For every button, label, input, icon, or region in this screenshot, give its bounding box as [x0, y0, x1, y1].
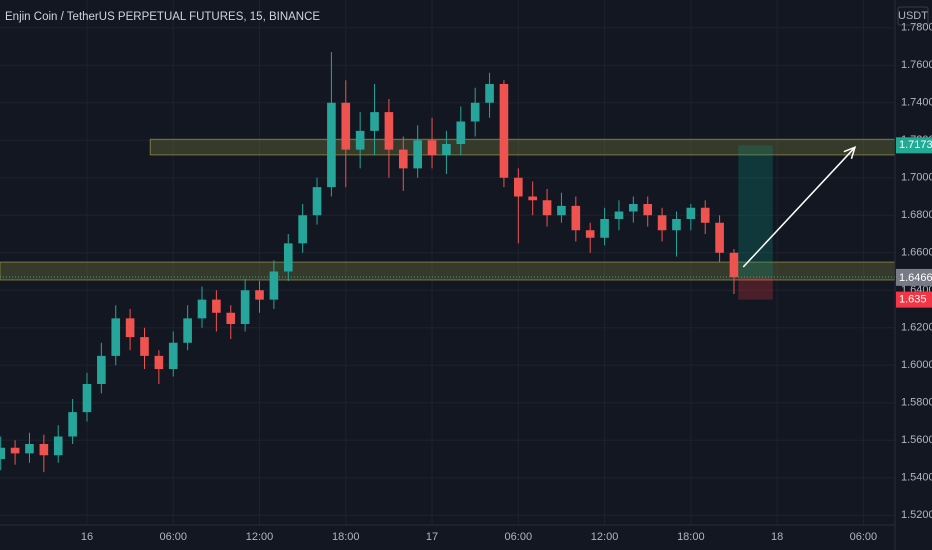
candle-body	[585, 230, 595, 238]
x-tick-label: 17	[426, 531, 438, 543]
candle-body	[456, 121, 466, 144]
candle-body	[140, 337, 149, 356]
candle-body	[68, 412, 77, 437]
y-tick-label: 1.6200	[901, 322, 932, 334]
candle-body	[700, 207, 710, 223]
y-tick-label: 1.5800	[901, 397, 932, 409]
y-tick-label: 1.5200	[901, 509, 932, 521]
candle-body	[25, 444, 34, 454]
candle-body	[672, 219, 681, 231]
y-tick-label: 1.7000	[901, 172, 932, 184]
candle-body	[168, 342, 178, 369]
candle-body	[413, 140, 422, 169]
candle-body	[183, 318, 192, 343]
candle-body	[542, 200, 552, 216]
candle-body	[398, 149, 408, 169]
candle-body	[255, 290, 264, 300]
zone	[149, 138, 896, 156]
candle-body	[269, 271, 279, 300]
price-tag	[896, 269, 932, 286]
candle-body	[686, 207, 696, 219]
candle-body	[614, 211, 624, 219]
candle-body	[470, 102, 480, 122]
x-tick-label: 18	[771, 531, 783, 543]
chart-title: Enjin Coin / TetherUS PERPETUAL FUTURES,…	[5, 11, 320, 23]
arrow	[742, 146, 856, 268]
x-tick-label: 18:00	[332, 531, 360, 543]
arrow-head	[843, 146, 857, 159]
candle-body	[53, 436, 63, 456]
candle-body	[370, 112, 379, 131]
y-tick-label: 1.7800	[901, 22, 932, 34]
candle-body	[226, 312, 236, 324]
price-tag	[896, 137, 932, 154]
price-tag-label: 1.635	[899, 294, 927, 306]
x-tick-label: 06:00	[850, 531, 878, 543]
candle-body	[312, 187, 322, 216]
candle-body	[197, 299, 207, 319]
candle-body	[355, 130, 365, 150]
candle-body	[442, 144, 451, 156]
target-box	[738, 145, 773, 277]
candle-body	[528, 196, 537, 201]
y-tick-label: 1.6800	[901, 209, 932, 221]
overlay	[0, 145, 895, 300]
x-tick-label: 18:00	[677, 531, 705, 543]
y-unit: USDT	[898, 10, 928, 22]
price-tag-label: 1.7173	[899, 139, 932, 151]
x-tick-label: 06:00	[505, 531, 533, 543]
candle-body	[212, 299, 221, 313]
price-tag	[896, 291, 932, 308]
y-tick-label: 1.7600	[901, 59, 932, 71]
candle-body	[0, 447, 6, 459]
candle-body	[111, 318, 121, 356]
candle-body	[10, 447, 20, 454]
candle-body	[485, 84, 494, 103]
x-tick-label: 06:00	[159, 531, 187, 543]
candle-body	[557, 205, 566, 216]
candle-body	[513, 177, 523, 197]
unit-box	[897, 6, 929, 26]
y-tick-label: 1.6000	[901, 359, 932, 371]
candle-body	[283, 243, 293, 272]
axes: 1.5200 1.5400 1.5600 1.5800 1.6000 1.6200 1.64…	[81, 22, 932, 543]
y-tick-label: 1.7400	[901, 97, 932, 109]
candle-body	[715, 222, 724, 253]
x-tick-label: 12:00	[591, 531, 619, 543]
candle-body	[341, 102, 351, 150]
stop-box	[738, 276, 773, 300]
candle-body	[39, 444, 49, 456]
candle-body	[125, 318, 135, 338]
x-tick-label: 12:00	[246, 531, 274, 543]
candle-body	[499, 84, 509, 178]
candle-body	[240, 290, 250, 324]
price-tag-label: 1.6466	[899, 272, 932, 284]
candle-body	[427, 140, 437, 156]
candles	[0, 52, 739, 473]
candle-body	[729, 252, 739, 278]
candle-body	[629, 204, 638, 212]
candle-body	[97, 355, 106, 384]
x-tick-label: 16	[81, 531, 93, 543]
candle-body	[571, 205, 581, 231]
candle-body	[154, 355, 164, 369]
candle-body	[298, 215, 307, 244]
candle-body	[643, 204, 653, 216]
y-tick-label: 1.5600	[901, 434, 932, 446]
candle-body	[657, 215, 667, 231]
candle-body	[384, 112, 394, 150]
candle-body	[327, 102, 336, 188]
candle-body	[82, 384, 92, 413]
y-tick-label: 1.6600	[901, 247, 932, 259]
candle-body	[600, 219, 609, 238]
y-tick-label: 1.5400	[901, 472, 932, 484]
zones	[0, 138, 896, 281]
